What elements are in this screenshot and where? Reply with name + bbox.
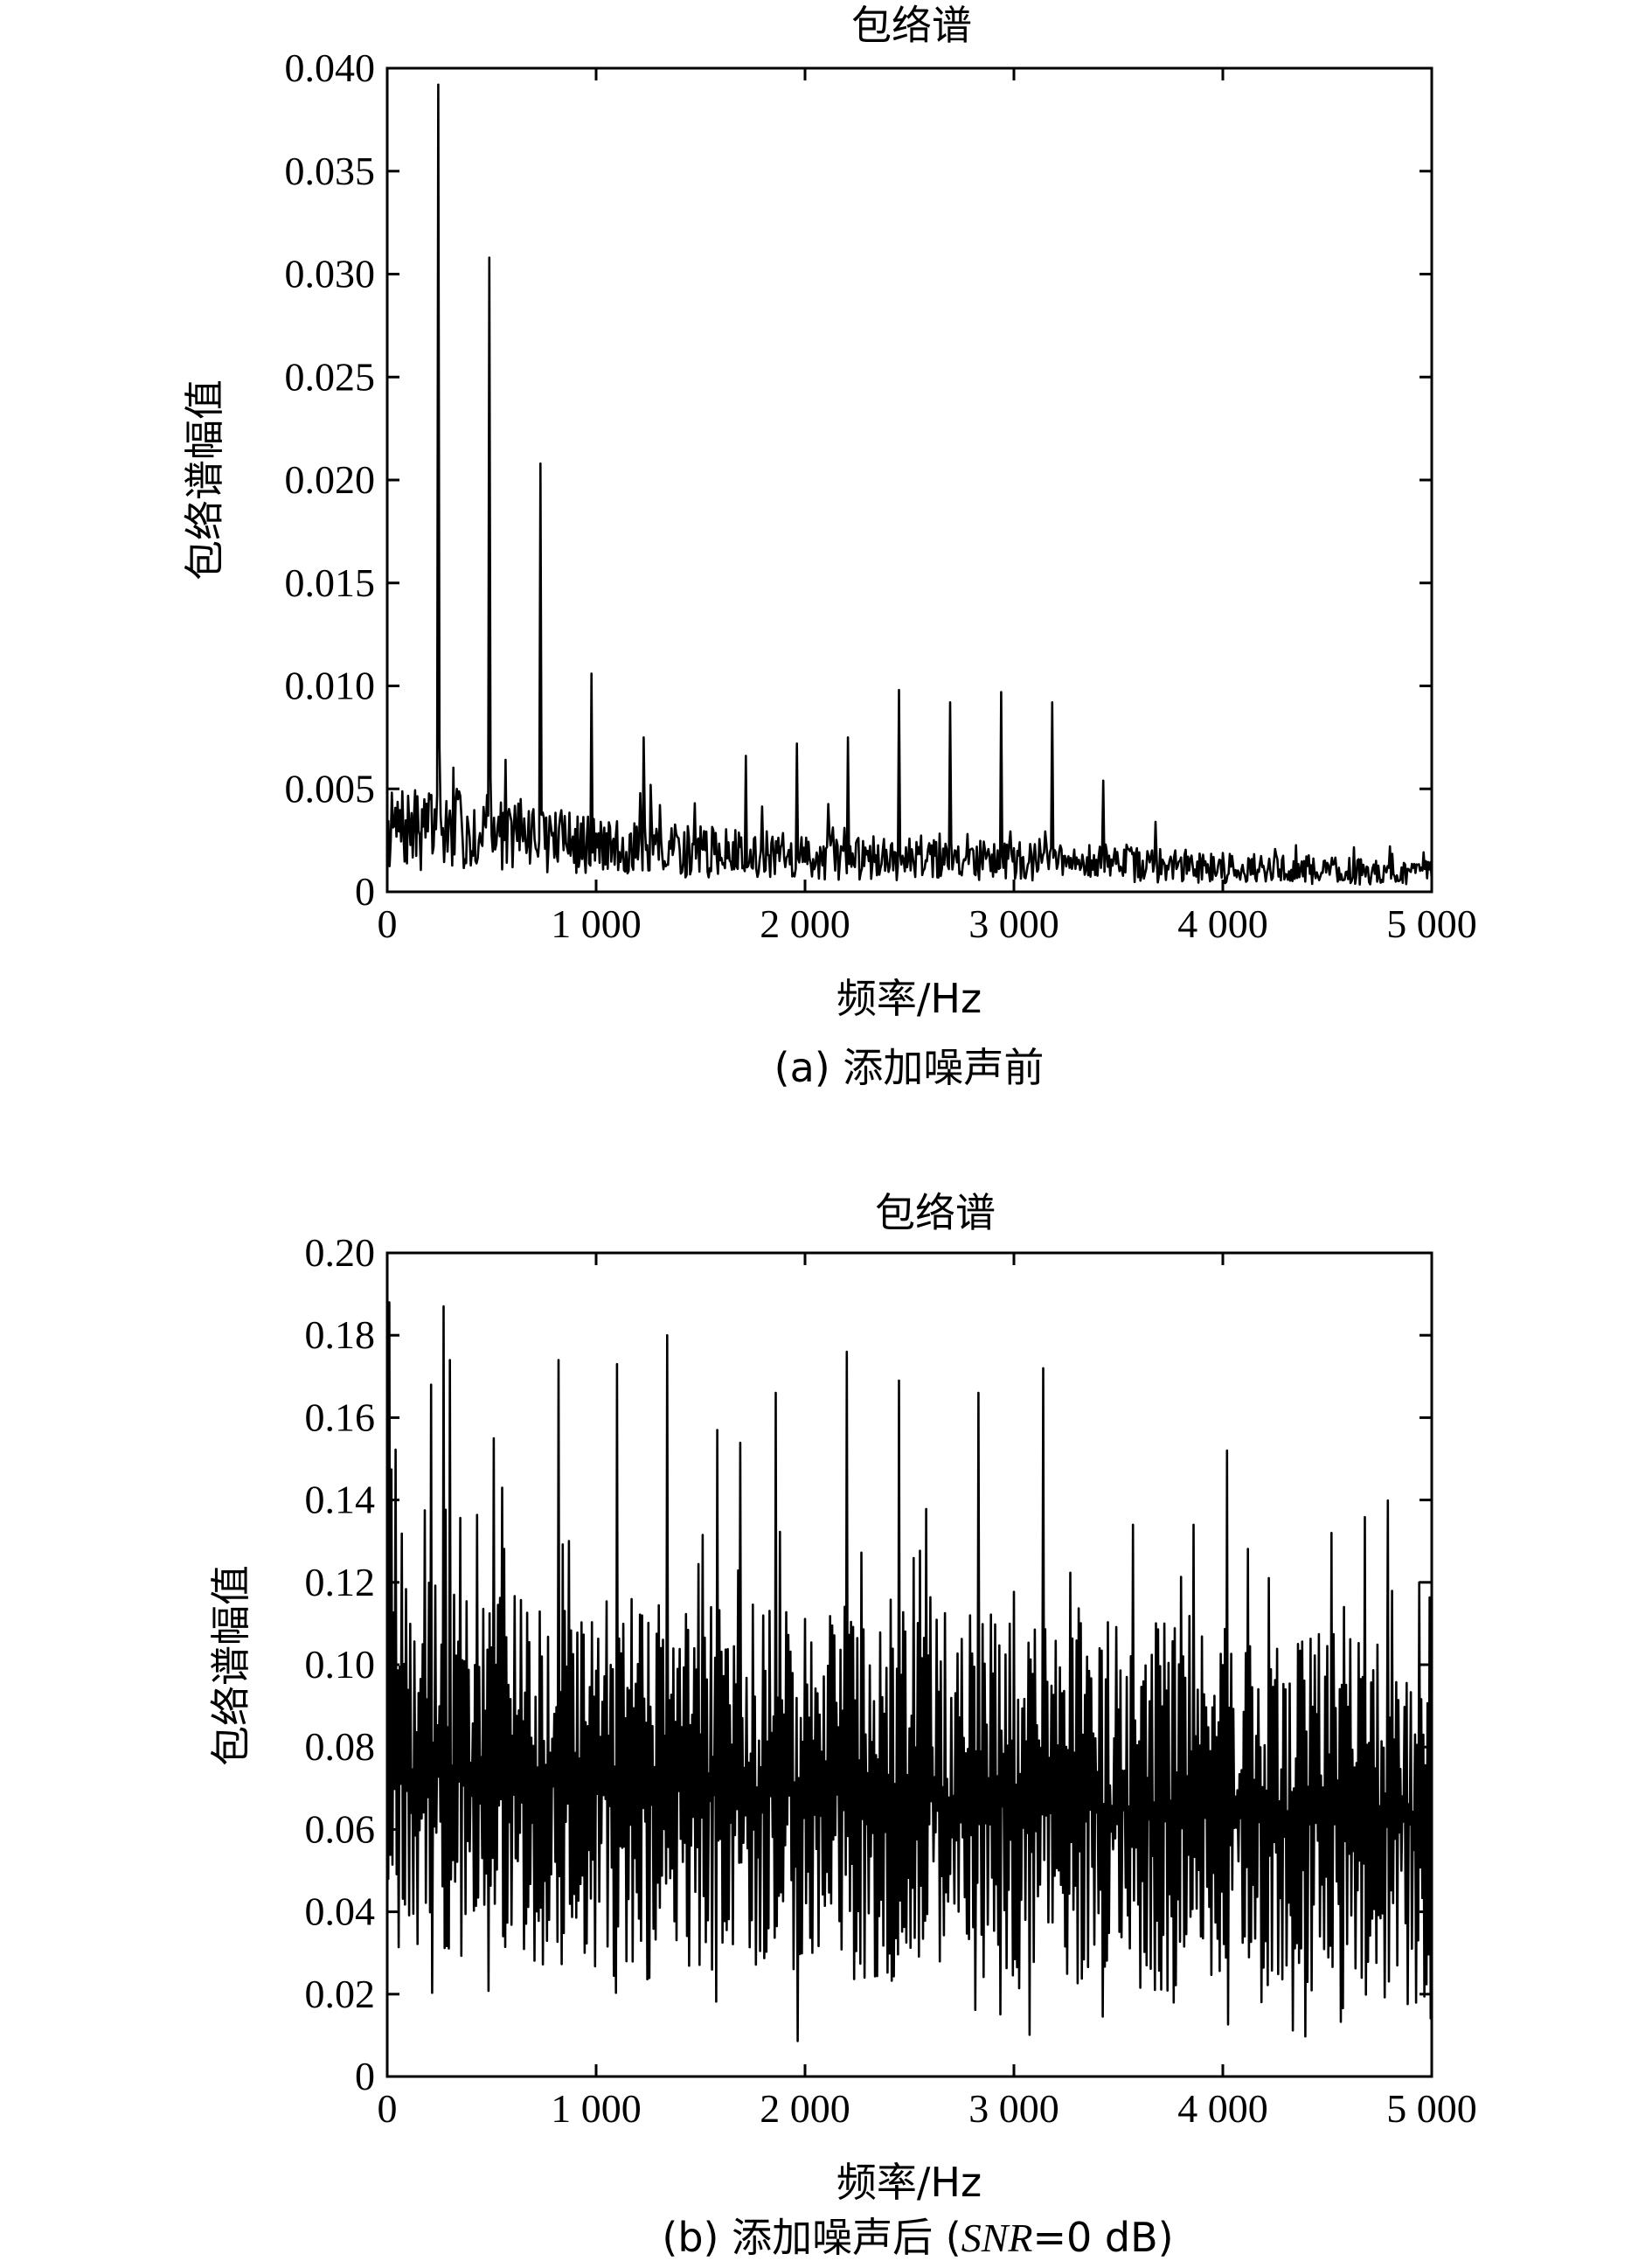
chart-a-xtick-label: 1 000 xyxy=(551,901,642,946)
chart-b-ytick-label: 0.02 xyxy=(305,1972,376,2016)
chart-b-line xyxy=(385,1301,1433,2042)
chart-b-ytick-label: 0.18 xyxy=(305,1312,376,1357)
chart-a-ytick-label: 0.020 xyxy=(285,457,376,502)
chart-b-caption-main: (b) 添加噪声后 ( xyxy=(662,2214,961,2261)
chart-b-ytick-label: 0 xyxy=(355,2054,375,2098)
chart-b-ytick-label: 0.04 xyxy=(305,1889,376,1934)
chart-b-title: 包络谱 xyxy=(875,1189,996,1236)
chart-a-ytick-label: 0.010 xyxy=(285,664,376,708)
chart-a-series xyxy=(385,83,1433,886)
chart-a-frame xyxy=(385,66,1433,894)
chart-b-xtick-label: 1 000 xyxy=(551,2086,642,2131)
chart-a-ytick-label: 0 xyxy=(355,869,375,914)
chart-b-xtick-label: 0 xyxy=(378,2086,398,2131)
chart-b-ytick-label: 0.14 xyxy=(305,1478,376,1522)
chart-a-ytick-label: 0.030 xyxy=(285,252,376,296)
chart-b-ytick-label: 0.12 xyxy=(305,1560,376,1604)
chart-a-xtick-label: 0 xyxy=(378,901,398,946)
chart-b-xtick-label: 5 000 xyxy=(1386,2086,1477,2131)
chart-b-ylabel: 包络谱幅值 xyxy=(207,1565,254,1766)
chart-b-ytick-label: 0.08 xyxy=(305,1724,376,1769)
chart-a-xtick-label: 5 000 xyxy=(1386,901,1477,946)
chart-a-y-ticks: 0 0.005 0.010 0.015 0.020 0.025 0.030 0.035 0.04… xyxy=(285,45,1432,914)
chart-b-xlabel: 频率/Hz xyxy=(836,2159,982,2206)
chart-a-x-ticks: 0 1 000 2 000 3 000 4 000 5 000 xyxy=(378,68,1477,946)
chart-b-xtick-label: 2 000 xyxy=(760,2086,850,2131)
chart-b-ytick-label: 0.06 xyxy=(305,1806,376,1851)
chart-a-title: 包络谱 xyxy=(851,2,972,49)
chart-a-xlabel: 频率/Hz xyxy=(836,975,982,1022)
chart-b-ytick-label: 0.10 xyxy=(305,1642,376,1687)
chart-b-xtick-label: 3 000 xyxy=(968,2086,1059,2131)
chart-a-xtick-label: 3 000 xyxy=(968,901,1059,946)
chart-b-xtick-label: 4 000 xyxy=(1177,2086,1268,2131)
chart-a-ytick-label: 0.015 xyxy=(285,560,376,605)
chart-a-caption: (a) 添加噪声前 xyxy=(774,1044,1045,1091)
chart-a-ytick-label: 0.040 xyxy=(285,45,376,90)
chart-a-ytick-label: 0.025 xyxy=(285,354,376,399)
chart-a-line xyxy=(385,83,1433,886)
chart-b-caption-tail: =0 dB) xyxy=(1032,2214,1173,2261)
chart-b-ytick-label: 0.20 xyxy=(305,1230,376,1275)
chart-b-caption: (b) 添加噪声后 (SNR=0 dB) xyxy=(662,2214,1173,2261)
chart-b-series xyxy=(385,1301,1433,2042)
panel-b: 包络谱 0 0.02 0.04 0.06 0.08 0.10 0.12 0.14 0.16 0.1… xyxy=(207,1189,1477,2261)
chart-a-ylabel: 包络谱幅值 xyxy=(181,379,228,581)
chart-b-x-ticks: 0 1 000 2 000 3 000 4 000 5 000 xyxy=(378,1253,1477,2131)
chart-b-y-ticks: 0 0.02 0.04 0.06 0.08 0.10 0.12 0.14 0.16 0.18 0.2… xyxy=(305,1230,1432,2098)
chart-b-caption-italic: SNR xyxy=(961,2216,1033,2260)
chart-a-ytick-label: 0.035 xyxy=(285,149,376,193)
panel-a: 包络谱 0 0.005 0.010 0.015 0.020 0.025 0.030 0.035… xyxy=(181,2,1477,1091)
chart-b-frame xyxy=(385,1251,1433,2078)
chart-b-ytick-label: 0.16 xyxy=(305,1395,376,1439)
chart-a-ytick-label: 0.005 xyxy=(285,766,376,810)
chart-a-xtick-label: 4 000 xyxy=(1177,901,1268,946)
chart-a-xtick-label: 2 000 xyxy=(760,901,850,946)
